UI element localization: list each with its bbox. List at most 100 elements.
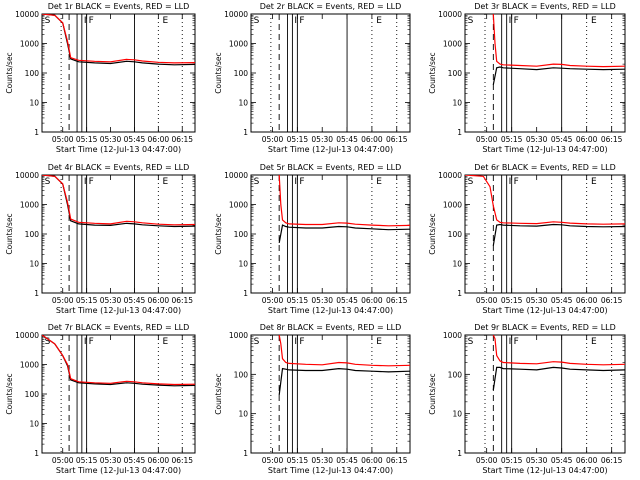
y-tick-label: 10000 [15, 331, 39, 340]
time-marker-label: F [299, 16, 304, 26]
x-tick-label: 05:15 [287, 135, 309, 144]
axes-frame [464, 13, 626, 133]
detector-panel-3: Det 3r BLACK = Events, RED = LLD 1 10 100 10… [428, 2, 626, 154]
x-axis-label: Start Time (12-Jul-13 04:47:00) [56, 306, 181, 315]
y-tick-label: 100 [25, 230, 40, 239]
y-tick-label: 1000 [229, 40, 248, 49]
detector-panel-8: Det 8r BLACK = Events, RED = LLD 1 10 100 10… [214, 323, 411, 475]
x-axis-label: Start Time (12-Jul-13 04:47:00) [268, 145, 393, 154]
series-line-events [278, 224, 410, 244]
y-tick-label: 1000 [229, 331, 248, 340]
plot-title: Det 3r BLACK = Events, RED = LLD [474, 2, 616, 11]
y-tick-label: 1 [34, 289, 39, 298]
y-tick-label: 1000 [20, 361, 39, 370]
corner-label: S [45, 16, 51, 26]
series-line-events [492, 223, 625, 246]
x-tick-label: 05:15 [501, 456, 523, 465]
x-tick-label: 06:15 [601, 296, 623, 305]
time-marker-label: I [84, 16, 87, 26]
x-tick-label: 05:00 [476, 135, 498, 144]
y-tick-label: 1 [243, 289, 248, 298]
x-tick-label: 05:30 [526, 456, 548, 465]
x-tick-label: 05:15 [501, 296, 523, 305]
x-axis-label: Start Time (12-Jul-13 04:47:00) [482, 466, 607, 475]
y-tick-label: 1 [243, 449, 248, 458]
x-tick-label: 06:15 [171, 296, 193, 305]
series-line-lld [492, 14, 625, 68]
y-axis-label: Counts/sec [214, 52, 223, 93]
y-tick-label: 10000 [224, 171, 248, 180]
detector-panel-1: Det 1r BLACK = Events, RED = LLD 1 10 100 10… [5, 2, 196, 154]
axes-frame [41, 334, 196, 454]
x-tick-label: 05:00 [52, 135, 74, 144]
x-tick-label: 06:00 [361, 296, 383, 305]
x-tick-label: 05:45 [124, 296, 146, 305]
detector-panel-6: Det 6r BLACK = Events, RED = LLD 1 10 100 10… [428, 163, 626, 315]
axes-frame [250, 334, 411, 454]
x-tick-label: 05:15 [76, 456, 98, 465]
x-tick-label: 05:15 [76, 296, 98, 305]
x-tick-label: 06:15 [386, 456, 408, 465]
y-tick-label: 10 [29, 260, 39, 269]
series-line-lld [278, 335, 410, 367]
y-tick-label: 1000 [20, 201, 39, 210]
y-tick-label: 10 [452, 99, 462, 108]
y-tick-label: 10000 [438, 171, 462, 180]
axes-frame [464, 174, 626, 294]
x-tick-label: 06:00 [576, 296, 598, 305]
x-tick-label: 06:00 [148, 135, 170, 144]
time-marker-label: F [299, 337, 304, 347]
y-tick-label: 10 [238, 260, 248, 269]
corner-label: S [254, 177, 260, 187]
detector-panel-4: Det 4r BLACK = Events, RED = LLD 1 10 100 10… [5, 163, 196, 315]
x-tick-label: 05:00 [262, 135, 284, 144]
x-tick-label: 05:45 [336, 296, 358, 305]
y-tick-label: 10000 [224, 10, 248, 19]
x-axis-label: Start Time (12-Jul-13 04:47:00) [56, 466, 181, 475]
y-axis-label: Counts/sec [428, 213, 437, 254]
time-marker-label: F [514, 16, 519, 26]
time-marker-label: F [89, 16, 94, 26]
series-line-events [278, 367, 410, 395]
plot-title: Det 2r BLACK = Events, RED = LLD [260, 2, 402, 11]
y-tick-label: 10 [452, 260, 462, 269]
x-tick-label: 06:15 [171, 456, 193, 465]
plot-title: Det 5r BLACK = Events, RED = LLD [260, 163, 402, 172]
x-tick-label: 05:30 [100, 135, 122, 144]
series-line-events [42, 14, 195, 66]
x-tick-label: 05:30 [526, 135, 548, 144]
corner-label: S [468, 177, 474, 187]
x-tick-label: 06:15 [601, 135, 623, 144]
x-tick-label: 05:00 [476, 296, 498, 305]
time-marker-label: I [294, 177, 297, 187]
plot-title: Det 8r BLACK = Events, RED = LLD [260, 323, 402, 332]
corner-label: S [468, 16, 474, 26]
y-tick-label: 100 [448, 230, 463, 239]
x-tick-label: 05:15 [501, 135, 523, 144]
x-axis-label: Start Time (12-Jul-13 04:47:00) [268, 306, 393, 315]
y-tick-label: 1 [457, 449, 462, 458]
x-tick-label: 05:45 [551, 135, 573, 144]
x-axis-label: Start Time (12-Jul-13 04:47:00) [482, 145, 607, 154]
y-tick-label: 100 [234, 69, 249, 78]
time-marker-label: F [89, 337, 94, 347]
series-line-lld [465, 175, 625, 225]
x-tick-label: 06:00 [361, 456, 383, 465]
y-tick-label: 10 [29, 420, 39, 429]
corner-label: E [591, 16, 597, 26]
corner-label: E [163, 337, 169, 347]
x-tick-label: 05:00 [262, 456, 284, 465]
x-tick-label: 05:45 [336, 456, 358, 465]
x-tick-label: 05:00 [52, 456, 74, 465]
y-axis-label: Counts/sec [214, 373, 223, 414]
detector-panel-5: Det 5r BLACK = Events, RED = LLD 1 10 100 10… [214, 163, 411, 315]
time-marker-label: I [294, 16, 297, 26]
corner-label: E [376, 337, 382, 347]
x-tick-label: 05:30 [526, 296, 548, 305]
corner-label: E [376, 16, 382, 26]
x-tick-label: 06:15 [171, 135, 193, 144]
x-tick-label: 06:00 [576, 135, 598, 144]
detector-panel-2: Det 2r BLACK = Events, RED = LLD 1 10 100 10… [214, 2, 411, 154]
axes-frame [464, 334, 626, 454]
time-marker-label: I [509, 177, 512, 187]
